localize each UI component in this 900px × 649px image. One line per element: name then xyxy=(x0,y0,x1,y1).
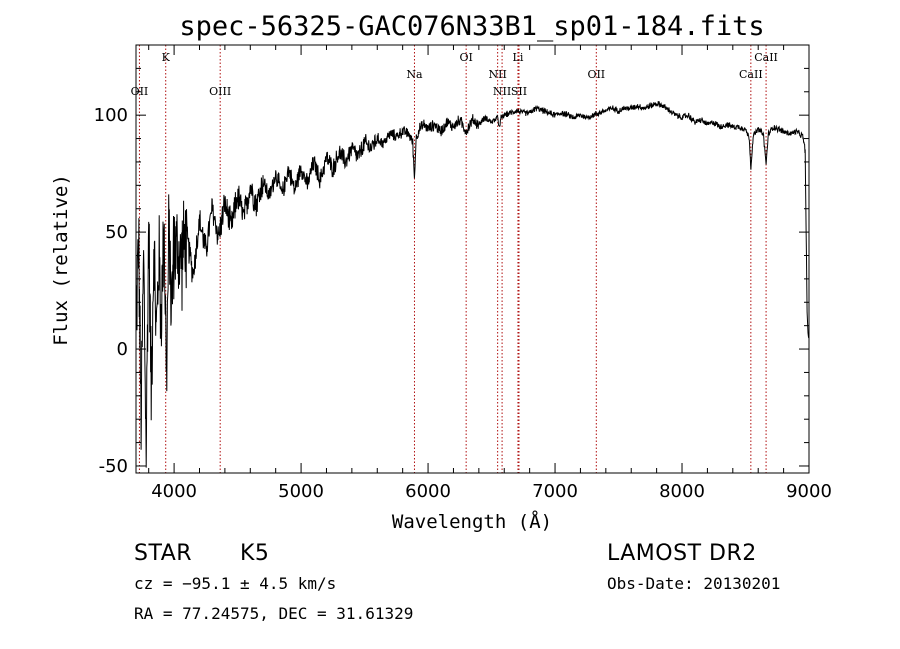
y-tick-label-2: 50 xyxy=(105,222,128,243)
x-tick-label-4: 8000 xyxy=(659,481,705,502)
survey-name: LAMOST DR2 xyxy=(607,541,757,566)
line-marker-label-9: OII xyxy=(587,68,605,81)
line-marker-label-4: OI xyxy=(459,51,472,64)
object-subclass: K5 xyxy=(240,541,269,566)
observation-date: Obs-Date: 20130201 xyxy=(607,574,780,593)
line-marker-label-7: Li xyxy=(513,51,524,64)
x-tick-label-3: 7000 xyxy=(532,481,578,502)
plot-frame xyxy=(135,44,810,474)
line-marker-label-3: Na xyxy=(406,68,423,81)
chart-title: spec-56325-GAC076N33B1_sp01-184.fits xyxy=(179,11,764,42)
series-layer xyxy=(135,101,810,468)
line-marker-label-5: NII xyxy=(488,68,506,81)
y-tick-label-1: 0 xyxy=(117,339,128,360)
x-tick-label-0: 4000 xyxy=(151,481,197,502)
x-tick-label-5: 9000 xyxy=(786,481,832,502)
object-class: STAR xyxy=(134,541,192,566)
line-marker-label-1: K xyxy=(162,51,171,64)
series-line-0 xyxy=(135,101,810,468)
y-tick-label-0: -50 xyxy=(99,456,128,477)
x-tick-label-2: 6000 xyxy=(405,481,451,502)
redshift-readout: cz = −95.1 ± 4.5 km/s xyxy=(134,574,336,593)
x-tick-label-1: 5000 xyxy=(278,481,324,502)
line-marker-label-8: SII xyxy=(511,85,527,98)
y-tick-label-3: 100 xyxy=(94,105,128,126)
line-marker-label-2: OIII xyxy=(209,85,231,98)
coordinates-readout: RA = 77.24575, DEC = 31.61329 xyxy=(134,604,413,623)
line-marker-label-11: CaII xyxy=(754,51,778,64)
line-marker-label-10: CaII xyxy=(739,68,763,81)
line-marker-label-6: NII xyxy=(493,85,511,98)
y-axis-label: Flux (relative) xyxy=(50,174,72,346)
x-axis-label: Wavelength (Å) xyxy=(392,510,552,533)
axis-ticks: 4000 5000 6000 7000 8000 9000 -50 0 50 100 xyxy=(94,45,832,502)
